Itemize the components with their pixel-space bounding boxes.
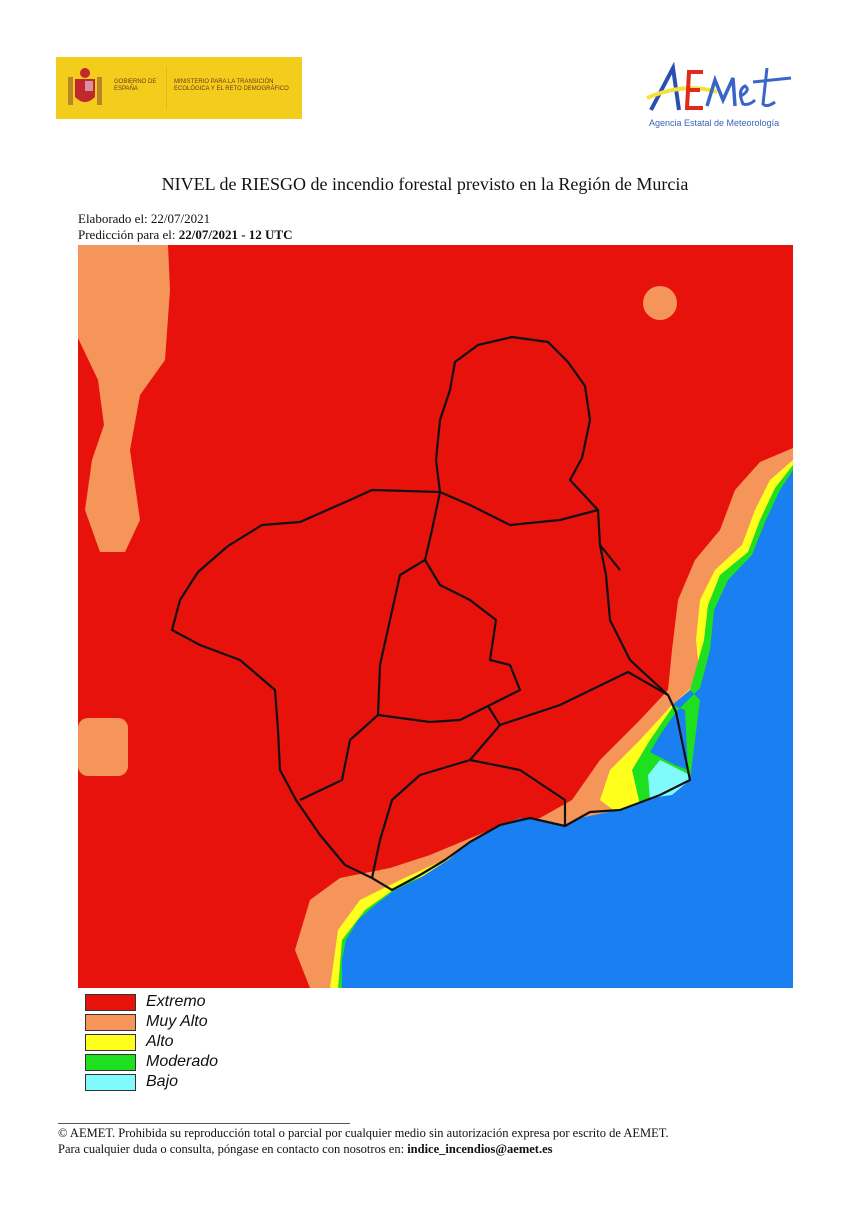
aemet-wordmark-icon bbox=[646, 61, 792, 111]
border-line bbox=[376, 491, 522, 724]
elaborado-date: Elaborado el: 22/07/2021 bbox=[78, 211, 211, 226]
gobierno-text: GOBIERNO DE ESPAÑA bbox=[114, 79, 157, 92]
municipal-borders bbox=[170, 335, 692, 892]
legend-swatch bbox=[85, 993, 136, 1011]
contact-notice: Para cualquier duda o consulta, póngase … bbox=[58, 1142, 553, 1157]
legend-swatch bbox=[85, 1013, 136, 1031]
prediccion-label: Predicción para el: bbox=[78, 227, 179, 242]
muy-alto-area-nw bbox=[78, 245, 170, 552]
prediccion-value: 22/07/2021 - 12 UTC bbox=[178, 227, 293, 242]
prediccion-date: Predicción para el: 22/07/2021 - 12 UTC bbox=[78, 227, 292, 243]
legend-item-bajo: Bajo bbox=[85, 1072, 218, 1092]
legend-swatch bbox=[85, 1053, 136, 1071]
border-line bbox=[439, 490, 599, 527]
legend-label: Moderado bbox=[146, 1053, 219, 1070]
aemet-subtitle: Agencia Estatal de Meteorología bbox=[649, 118, 780, 128]
coat-of-arms-icon bbox=[68, 68, 102, 105]
gobierno-espana-logo: GOBIERNO DE ESPAÑA MINISTERIO PARA LA TR… bbox=[56, 57, 302, 119]
footer-divider bbox=[58, 1123, 350, 1124]
legend-label: Muy Alto bbox=[146, 1013, 208, 1030]
legend-label: Bajo bbox=[146, 1073, 179, 1090]
legend-item-moderado: Moderado bbox=[85, 1052, 218, 1072]
muy-alto-area-ne bbox=[643, 286, 677, 320]
sea-area bbox=[342, 470, 793, 988]
border-line bbox=[299, 714, 379, 801]
contact-email-link[interactable]: indice_incendios@aemet.es bbox=[407, 1142, 553, 1156]
aemet-logo: Agencia Estatal de Meteorología bbox=[645, 60, 795, 135]
legend-swatch bbox=[85, 1033, 136, 1051]
border-line bbox=[469, 758, 567, 826]
legend: Extremo Muy Alto Alto Moderado Bajo bbox=[85, 992, 218, 1092]
region-outline bbox=[170, 335, 692, 892]
contact-text: Para cualquier duda o consulta, póngase … bbox=[58, 1142, 408, 1156]
ministerio-text: MINISTERIO PARA LA TRANSICIÓN ECOLÓGICA … bbox=[174, 79, 289, 92]
border-line bbox=[599, 544, 621, 571]
fire-risk-map bbox=[78, 245, 793, 988]
legend-item-extremo: Extremo bbox=[85, 992, 218, 1012]
border-line bbox=[370, 724, 501, 879]
page-title: NIVEL de RIESGO de incendio forestal pre… bbox=[161, 174, 689, 194]
copyright-notice: © AEMET. Prohibida su reproducción total… bbox=[58, 1126, 669, 1140]
legend-swatch bbox=[85, 1073, 136, 1091]
logo-divider bbox=[166, 67, 167, 109]
muy-alto-area-w bbox=[78, 718, 128, 776]
border-line bbox=[487, 670, 669, 727]
legend-label: Extremo bbox=[146, 993, 206, 1010]
legend-item-alto: Alto bbox=[85, 1032, 218, 1052]
legend-label: Alto bbox=[146, 1033, 174, 1050]
legend-item-muy-alto: Muy Alto bbox=[85, 1012, 218, 1032]
